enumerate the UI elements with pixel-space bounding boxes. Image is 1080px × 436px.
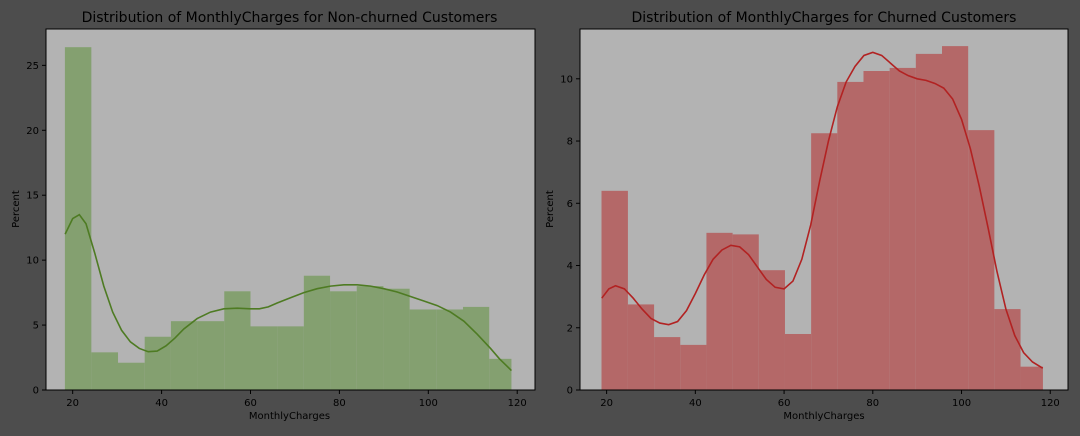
y-tick-label: 4 — [567, 261, 573, 272]
histogram-bar — [250, 326, 278, 390]
y-tick-label: 15 — [26, 191, 39, 202]
histogram-bar — [863, 71, 890, 390]
x-tick-label: 20 — [66, 398, 79, 409]
histogram-bar — [837, 81, 864, 390]
x-tick-label: 60 — [244, 398, 257, 409]
y-tick-label: 6 — [567, 199, 573, 210]
x-axis-label: MonthlyCharges — [783, 411, 864, 422]
histogram-bar — [118, 362, 145, 390]
chart-title: Distribution of MonthlyCharges for Churn… — [632, 10, 1017, 26]
x-tick-label: 120 — [508, 398, 527, 409]
histogram-bar — [968, 130, 995, 390]
histogram-bar — [758, 270, 785, 390]
histogram-bar — [706, 232, 733, 390]
y-tick-label: 0 — [567, 386, 573, 397]
y-tick-label: 2 — [567, 323, 573, 334]
histogram-bar — [489, 358, 512, 390]
kde-line — [601, 51, 1044, 369]
histogram-bar — [383, 288, 410, 390]
axes-frame — [45, 28, 536, 391]
kde-line — [64, 213, 512, 372]
histogram-bar — [409, 309, 437, 390]
histogram-bar — [654, 337, 681, 390]
histogram-bar — [627, 304, 655, 390]
x-tick-label: 40 — [689, 398, 702, 409]
plot-area: 20 40 60 80 100 120 0 5 10 15 20 25 — [26, 28, 536, 409]
histogram-bar — [915, 53, 943, 391]
histogram-bar — [811, 133, 838, 390]
histogram-bar — [732, 234, 759, 390]
histogram-bar — [303, 275, 331, 390]
histogram-bar — [170, 321, 198, 390]
x-tick-label: 40 — [155, 398, 168, 409]
plot-area: 20 40 60 80 100 120 0 2 4 6 8 10 — [560, 28, 1069, 409]
histogram-bar — [64, 47, 92, 390]
histogram-bar — [1020, 366, 1043, 390]
y-tick-label: 0 — [33, 386, 39, 397]
x-tick-label: 80 — [333, 398, 346, 409]
histogram-bar — [994, 309, 1021, 390]
histogram-bar — [889, 67, 916, 390]
histogram-bar — [197, 321, 225, 390]
histogram-bar — [436, 309, 463, 390]
non-churned-chart: 20 40 60 80 100 120 0 5 10 15 20 25 Distribution of… — [11, 10, 536, 422]
histogram-bar — [91, 352, 119, 390]
histogram-bar — [330, 291, 357, 390]
histogram-bar — [680, 344, 707, 390]
x-tick-label: 80 — [866, 398, 879, 409]
histogram-bar — [601, 190, 628, 390]
axes-frame — [579, 28, 1069, 391]
x-axis-label: MonthlyCharges — [249, 411, 330, 422]
chart-title: Distribution of MonthlyCharges for Non-c… — [82, 10, 498, 26]
histogram-bar — [277, 326, 304, 390]
x-tick-label: 100 — [952, 398, 971, 409]
y-tick-label: 25 — [26, 61, 39, 72]
x-tick-label: 60 — [778, 398, 791, 409]
y-tick-label: 10 — [26, 256, 39, 267]
churned-chart: 20 40 60 80 100 120 0 2 4 6 8 10 Distribution of Mo… — [545, 10, 1069, 422]
y-tick-label: 10 — [560, 74, 573, 85]
histogram-bar — [224, 291, 251, 390]
y-tick-label: 8 — [567, 137, 573, 148]
x-tick-label: 120 — [1041, 398, 1060, 409]
y-axis-label: Percent — [545, 190, 556, 228]
y-tick-label: 20 — [26, 126, 39, 137]
y-axis-label: Percent — [11, 190, 22, 228]
histogram-bar — [784, 333, 812, 390]
histogram-bar — [462, 306, 490, 390]
y-tick-label: 5 — [33, 321, 39, 332]
histogram-bar — [356, 286, 384, 390]
histogram-bar — [942, 46, 969, 390]
x-tick-label: 20 — [600, 398, 613, 409]
x-tick-label: 100 — [419, 398, 438, 409]
